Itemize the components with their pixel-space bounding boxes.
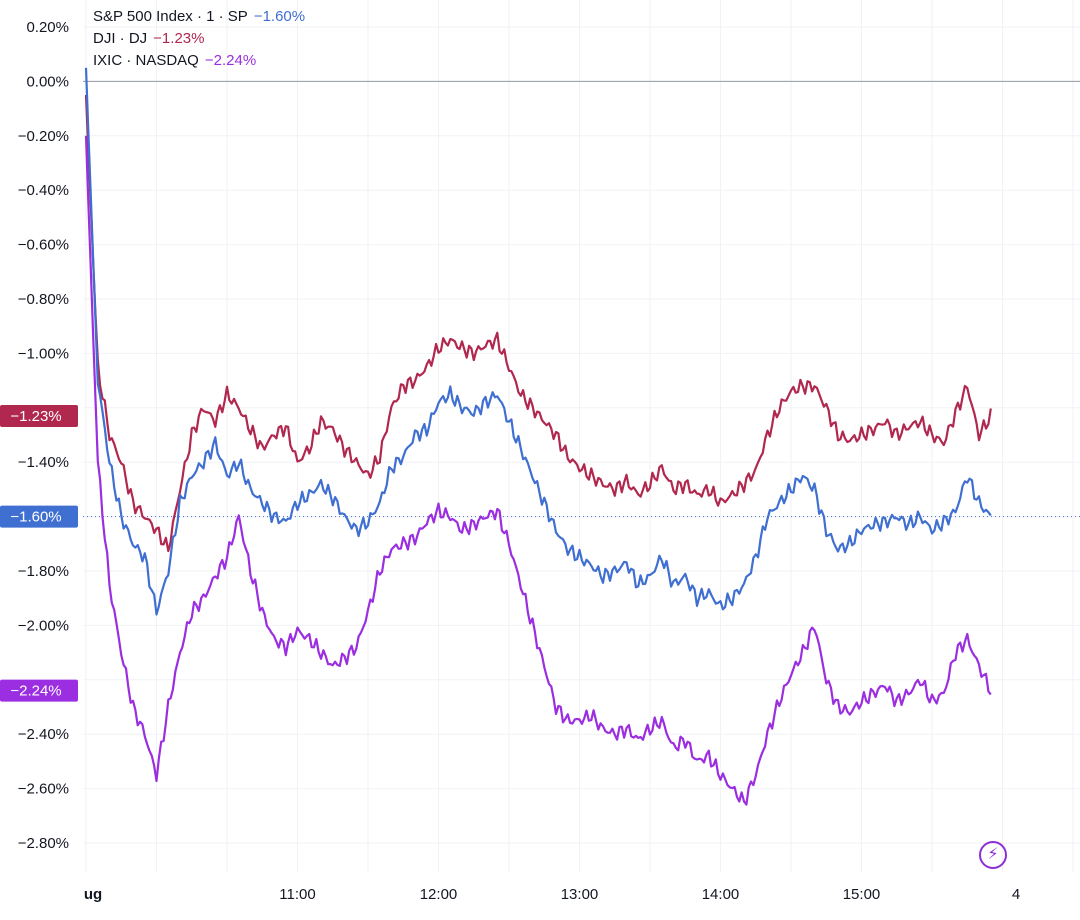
lightning-icon[interactable]: ⚡ xyxy=(979,841,1007,869)
legend-item-dji[interactable]: DJI · DJ −1.23% xyxy=(93,28,305,50)
price-tag-label: −1.23% xyxy=(10,408,61,425)
series-line-2[interactable] xyxy=(84,135,992,806)
y-tick-label: −0.40% xyxy=(18,182,69,199)
y-tick-label: −2.60% xyxy=(18,781,69,798)
price-tag-bg xyxy=(0,404,78,427)
legend-label-dji: DJI · DJ xyxy=(93,30,148,47)
y-tick-label: −2.00% xyxy=(18,617,69,634)
y-tick-label: −1.00% xyxy=(18,345,69,362)
series-line-1[interactable] xyxy=(84,67,992,616)
legend-value-ixic: −2.24% xyxy=(204,52,257,69)
y-tick-label: 0.20% xyxy=(26,19,69,36)
y-tick-label: −0.20% xyxy=(18,128,69,145)
price-tag-bg xyxy=(0,505,78,528)
y-axis-ticks: 0.20% 0.00% −0.20% −0.40% −0.60% −0.80% −1.00%… xyxy=(18,19,69,852)
x-tick-label: 13:00 xyxy=(561,886,599,903)
series-lines xyxy=(84,67,992,806)
x-tick-label: 4 xyxy=(1012,886,1020,903)
x-tick-label: 12:00 xyxy=(420,886,458,903)
chart-grid xyxy=(83,0,1080,872)
legend-item-sp500[interactable]: S&P 500 Index · 1 · SP −1.60% xyxy=(93,6,305,28)
legend: S&P 500 Index · 1 · SP −1.60% DJI · DJ −1.… xyxy=(93,6,305,72)
x-tick-label: 11:00 xyxy=(279,886,315,903)
reference-lines xyxy=(83,80,1080,518)
y-tick-label: −1.40% xyxy=(18,454,69,471)
price-tag-label: −2.24% xyxy=(10,683,61,700)
y-tick-label: −1.80% xyxy=(18,563,69,580)
series-line-0[interactable] xyxy=(84,94,992,553)
legend-label-ixic: IXIC · NASDAQ xyxy=(93,52,199,69)
price-tags: −1.23% −1.60% −2.24% xyxy=(0,404,78,702)
y-tick-label: −2.80% xyxy=(18,835,69,852)
y-tick-label: −2.40% xyxy=(18,726,69,743)
x-tick-label: 14:00 xyxy=(702,886,740,903)
y-tick-label: 0.00% xyxy=(26,73,69,90)
legend-item-ixic[interactable]: IXIC · NASDAQ −2.24% xyxy=(93,50,305,72)
x-axis-ticks: ug 11:00 12:00 13:00 14:00 15:00 4 xyxy=(84,886,1020,903)
legend-label-sp500: S&P 500 Index · 1 · SP xyxy=(93,8,248,25)
x-tick-label: ug xyxy=(84,886,102,903)
x-tick-label: 15:00 xyxy=(843,886,881,903)
price-tag-label: −1.60% xyxy=(10,509,61,526)
legend-value-sp500: −1.60% xyxy=(253,8,306,25)
y-tick-label: −0.60% xyxy=(18,237,69,254)
y-tick-label: −0.80% xyxy=(18,291,69,308)
legend-value-dji: −1.23% xyxy=(153,30,205,47)
price-tag-bg xyxy=(0,679,78,702)
